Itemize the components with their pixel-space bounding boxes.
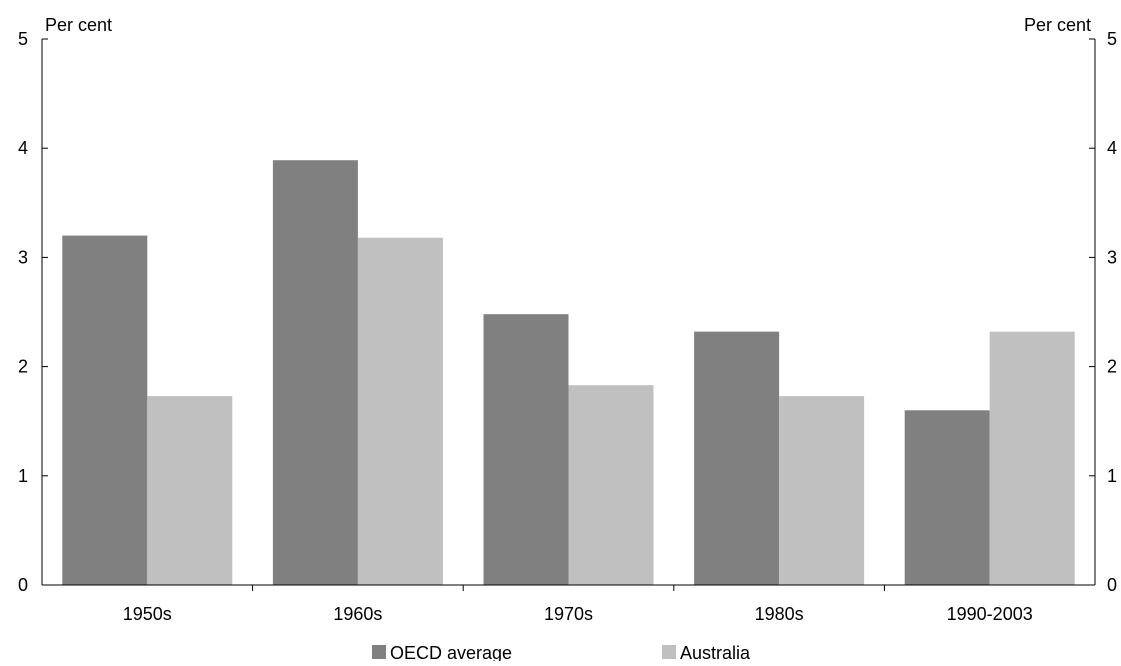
y-tick-label-left: 5 [18, 29, 28, 49]
y-tick-label-left: 1 [18, 466, 28, 486]
legend-swatch-australia [662, 645, 676, 659]
bar-oecd-average-1970s [483, 314, 569, 585]
x-tick-label: 1960s [333, 604, 382, 624]
y-tick-label-right: 3 [1107, 247, 1117, 267]
legend-label-oecd-average: OECD average [390, 643, 512, 661]
x-tick-label: 1970s [544, 604, 593, 624]
plot-area: 0 0 1 1 2 2 3 3 4 4 5 5 1950s 1960s 1970s 1980s 1990-200… [18, 29, 1117, 624]
y-tick-label-left: 0 [18, 575, 28, 595]
x-tick-label: 1990-2003 [947, 604, 1033, 624]
y-tick-label-right: 5 [1107, 29, 1117, 49]
y-tick-label-right: 0 [1107, 575, 1117, 595]
bar-oecd-average-1990-2003 [904, 410, 990, 585]
legend-label-australia: Australia [680, 643, 751, 661]
y-tick-label-left: 4 [18, 138, 28, 158]
y-axis-label-right: Per cent [1024, 15, 1091, 35]
legend-swatch-oecd-average [372, 645, 386, 659]
bar-oecd-average-1980s [694, 331, 780, 585]
y-tick-label-right: 4 [1107, 138, 1117, 158]
bar-australia-1980s [779, 396, 865, 585]
bar-oecd-average-1950s [62, 235, 148, 585]
x-tick-label: 1980s [755, 604, 804, 624]
y-tick-label-left: 3 [18, 247, 28, 267]
bar-oecd-average-1960s [272, 160, 358, 585]
legend: OECD average Australia [372, 643, 751, 663]
y-tick-label-right: 2 [1107, 357, 1117, 377]
y-tick-label-left: 2 [18, 357, 28, 377]
bar-australia-1970s [568, 385, 654, 585]
bar-australia-1950s [147, 396, 233, 585]
y-axis-label-left: Per cent [45, 15, 112, 35]
x-tick-label: 1950s [123, 604, 172, 624]
bar-australia-1960s [357, 237, 443, 585]
bar-australia-1990-2003 [989, 331, 1075, 585]
y-tick-label-right: 1 [1107, 466, 1117, 486]
